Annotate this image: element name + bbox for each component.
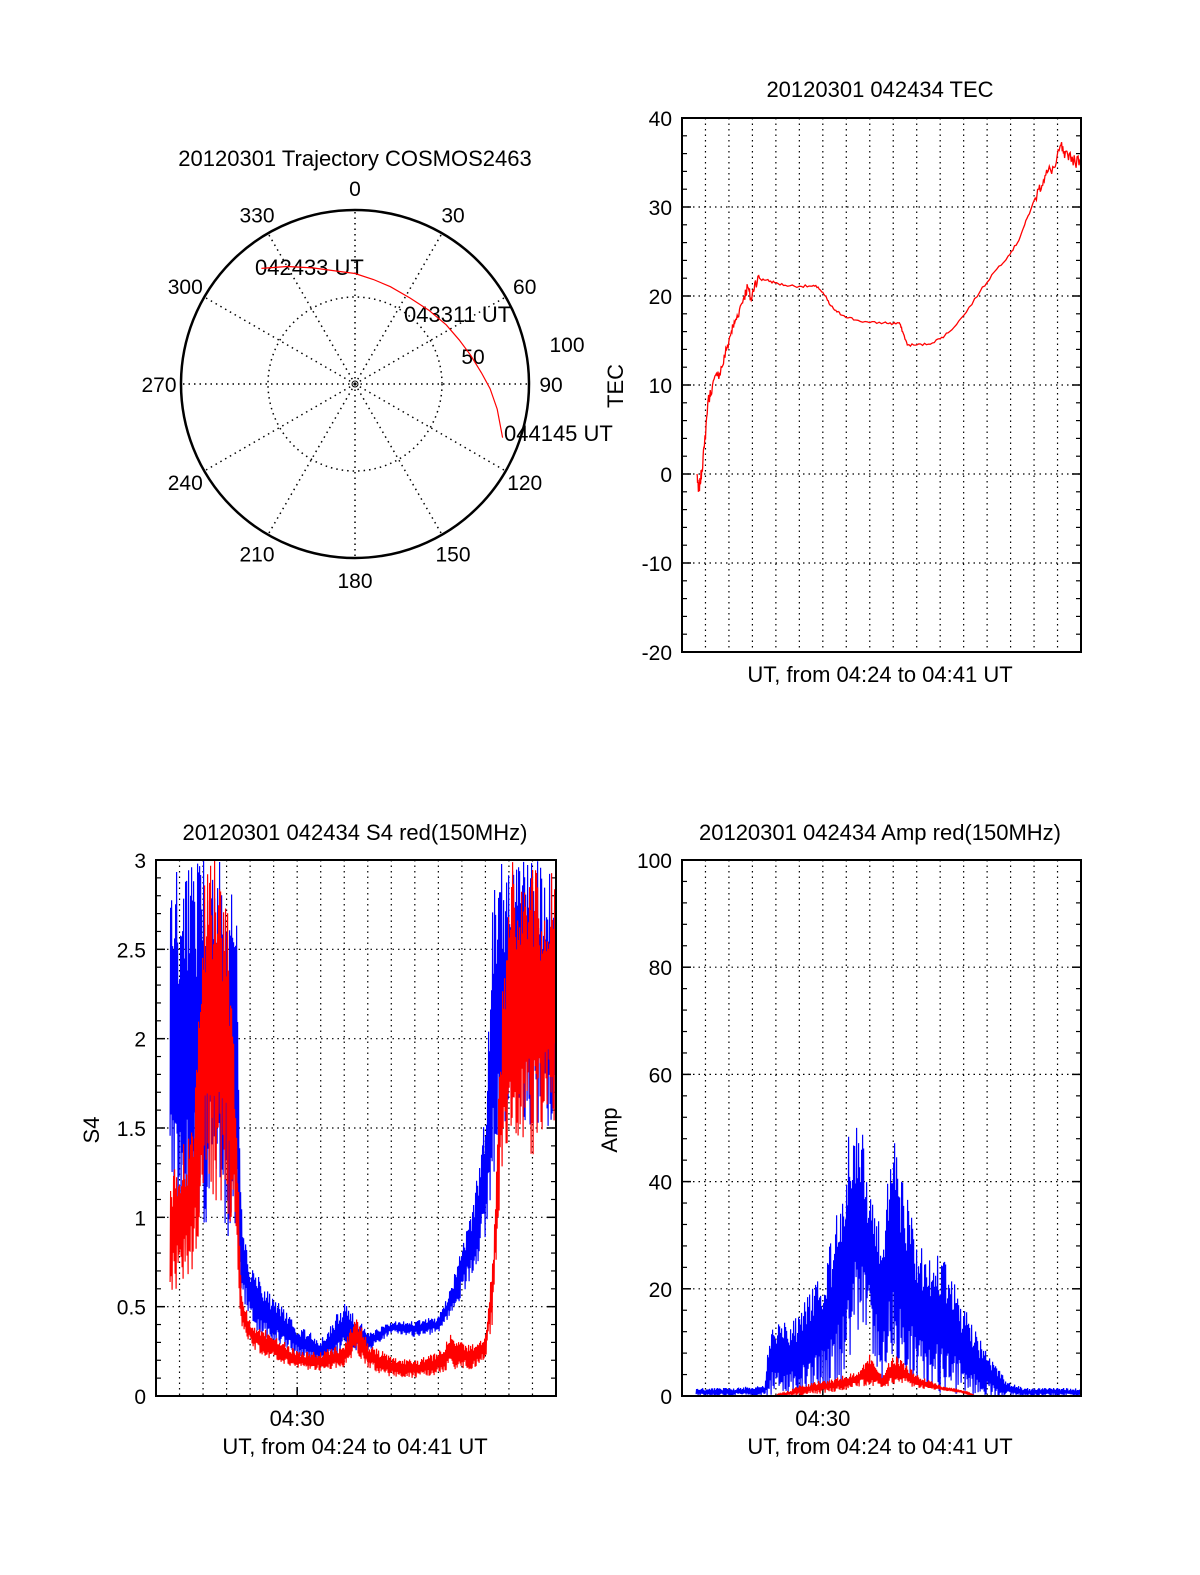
s4-xtick-label: 04:30	[270, 1406, 325, 1431]
amp-ytick-label: 20	[649, 1279, 672, 1302]
angle-tick-label: 270	[141, 374, 176, 397]
amp-xlabel: UT, from 04:24 to 04:41 UT	[747, 1434, 1012, 1459]
amp-series-red	[696, 1354, 1081, 1396]
s4-ytick-label: 1	[134, 1207, 146, 1230]
s4-ytick-label: 2.5	[117, 939, 146, 962]
trajectory-middle-label: 043311 UT	[404, 302, 511, 327]
polar-spoke	[354, 296, 507, 385]
polar-spoke	[354, 232, 443, 385]
angle-tick-label: 330	[239, 204, 274, 227]
s4-ytick-label: 1.5	[117, 1118, 146, 1141]
tec-ylabel: TEC	[603, 364, 628, 408]
trajectory-line	[261, 265, 504, 438]
tec-plot-area	[696, 142, 1081, 492]
s4-ytick-label: 2	[134, 1029, 146, 1052]
polar-grid-circle	[267, 296, 443, 472]
angle-tick-label: 30	[441, 204, 464, 227]
amp-series-blue	[695, 1127, 1081, 1396]
polar-center	[351, 380, 359, 388]
polar-spoke	[354, 383, 443, 536]
amp-ytick-label: 60	[649, 1064, 672, 1087]
angle-tick-label: 60	[513, 276, 536, 299]
tec-ytick-label: 30	[649, 197, 672, 220]
polar-title: 20120301 Trajectory COSMOS2463	[178, 146, 531, 171]
tec-chart: 20120301 042434 TEC UT, from 04:24 to 04…	[603, 77, 1082, 687]
polar-grid	[181, 210, 529, 558]
s4-xlabel: UT, from 04:24 to 04:41 UT	[222, 1434, 487, 1459]
trajectory-end-label: 044145 UT	[504, 421, 613, 446]
s4-ytick-label: 3	[134, 850, 146, 873]
angle-tick-label: 240	[168, 472, 203, 495]
amp-ytick-label: 0	[660, 1386, 672, 1409]
polar-spoke	[354, 383, 507, 472]
amp-ylabel: Amp	[597, 1107, 622, 1152]
tec-frame	[681, 117, 1082, 653]
angle-tick-label: 90	[539, 374, 562, 397]
tec-ytick-label: -10	[642, 553, 672, 576]
s4-ytick-label: 0	[134, 1386, 146, 1409]
s4-plot-area	[169, 860, 556, 1378]
angle-tick-label: 0	[349, 178, 361, 201]
s4-ylabel: S4	[79, 1117, 104, 1144]
polar-spoke	[203, 383, 356, 472]
s4-series-blue	[169, 861, 556, 1363]
amp-chart: 20120301 042434 Amp red(150MHz) UT, from…	[597, 820, 1082, 1459]
tec-ytick-label: 20	[649, 286, 672, 309]
amp-plot-area	[695, 1127, 1081, 1396]
amp-title: 20120301 042434 Amp red(150MHz)	[699, 820, 1061, 845]
polar-spoke	[267, 383, 356, 536]
s4-series-red	[169, 860, 556, 1378]
s4-title: 20120301 042434 S4 red(150MHz)	[183, 820, 528, 845]
tec-grid	[682, 117, 1081, 653]
angle-tick-label: 180	[337, 570, 372, 593]
s4-ytick-label: 0.5	[117, 1297, 146, 1320]
amp-ytick-label: 40	[649, 1172, 672, 1195]
amp-ytick-label: 100	[637, 850, 672, 873]
tec-ytick-label: 10	[649, 375, 672, 398]
angle-tick-label: 210	[239, 544, 274, 567]
amp-frame	[681, 859, 1082, 1397]
amp-grid	[682, 859, 1081, 1397]
tec-ytick-label: -20	[642, 642, 672, 665]
polar-trajectory-chart: 20120301 Trajectory COSMOS2463 100 50 04…	[141, 146, 612, 593]
tec-ytick-label: 40	[649, 108, 672, 131]
angle-tick-label: 150	[435, 544, 470, 567]
tec-title: 20120301 042434 TEC	[766, 77, 993, 102]
s4-chart: 20120301 042434 S4 red(150MHz) UT, from …	[79, 820, 557, 1459]
angle-tick-label: 120	[507, 472, 542, 495]
amp-xtick-label: 04:30	[795, 1406, 850, 1431]
tec-series-line	[696, 142, 1081, 492]
angle-tick-label: 300	[168, 276, 203, 299]
polar-outer-circle	[179, 208, 531, 560]
tec-xlabel: UT, from 04:24 to 04:41 UT	[747, 662, 1012, 687]
amp-ytick-label: 80	[649, 957, 672, 980]
polar-spoke	[267, 232, 356, 385]
polar-spoke	[203, 296, 356, 385]
s4-frame	[155, 859, 557, 1397]
radial-tick-label: 50	[461, 346, 484, 369]
radial-tick-label: 100	[549, 334, 584, 357]
tec-ytick-label: 0	[660, 464, 672, 487]
